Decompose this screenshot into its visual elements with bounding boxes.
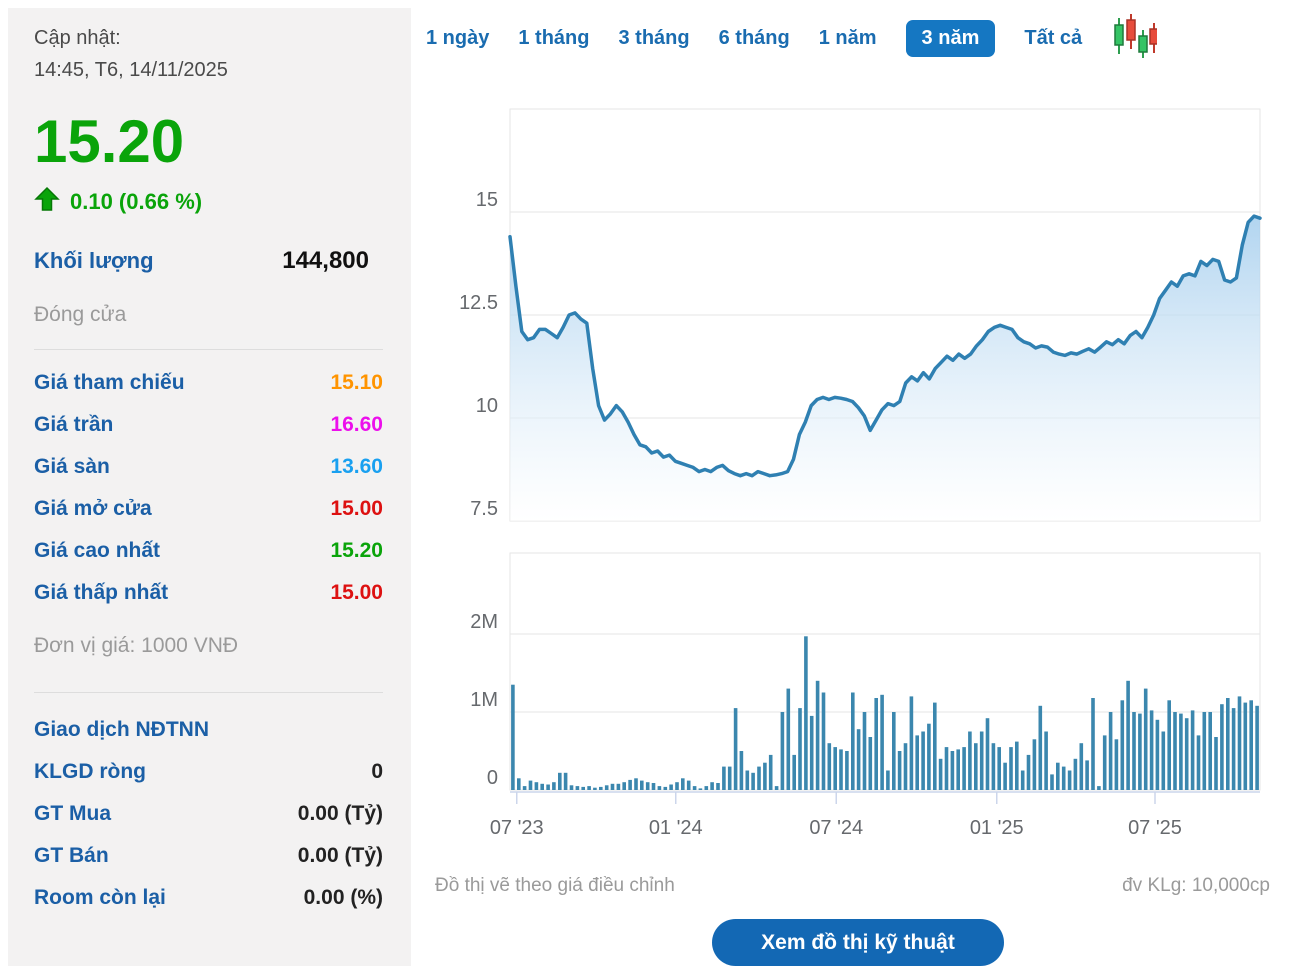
row-value: 15.10	[330, 371, 383, 394]
volume-value: 144,800	[282, 247, 369, 274]
table-row: Giá mở cửa 15.00	[34, 488, 383, 530]
tab-range-7[interactable]: Tất cả	[1024, 26, 1083, 49]
divider	[34, 349, 383, 350]
current-price: 15.20	[34, 108, 185, 175]
tab-range-3[interactable]: 3 tháng	[618, 26, 690, 49]
row-value: 15.20	[330, 539, 383, 562]
row-value: 16.60	[330, 413, 383, 436]
tab-range-6[interactable]: 3 năm	[905, 19, 996, 57]
row-label: Giá thấp nhất	[34, 581, 169, 604]
technical-chart-button[interactable]: Xem đồ thị kỹ thuật	[712, 919, 1004, 966]
xaxis-tick-label: 07 '24	[809, 817, 863, 839]
price-change-value: 0.10 (0.66 %)	[70, 188, 203, 214]
volume-ytick-label: 0	[487, 767, 498, 789]
row-value: 15.00	[330, 581, 383, 604]
candlestick-chart-icon[interactable]	[1113, 13, 1159, 64]
time-range-tabs: 1 ngày 1 tháng 3 tháng 6 tháng 1 năm 3 năm Tất…	[426, 19, 1083, 57]
xaxis-tick-label: 07 '23	[490, 817, 544, 839]
price-ytick-label: 15	[476, 189, 498, 211]
close-state-label: Đóng cửa	[34, 303, 127, 326]
tab-range-1[interactable]: 1 ngày	[426, 26, 490, 49]
tab-range-4[interactable]: 6 tháng	[718, 26, 790, 49]
time-range-tabbar: 1 ngày 1 tháng 3 tháng 6 tháng 1 năm 3 năm Tất…	[426, 13, 1159, 64]
update-label: Cập nhật:	[34, 27, 121, 49]
xaxis-tick-label: 01 '25	[970, 817, 1024, 839]
table-row: Giá cao nhất 15.20	[34, 530, 383, 572]
row-label: Room còn lại	[34, 886, 166, 909]
row-label: Giá sàn	[34, 455, 110, 478]
table-row: Room còn lại 0.00 (%)	[34, 877, 383, 919]
foreign-trading-title: Giao dịch NĐTNN	[34, 718, 210, 741]
adjusted-price-note: Đồ thị vẽ theo giá điều chỉnh	[435, 875, 675, 896]
row-label: Giá tham chiếu	[34, 371, 185, 394]
volume-row: Khối lượng 144,800	[34, 247, 383, 275]
update-timestamp: 14:45, T6, 14/11/2025	[34, 59, 228, 81]
table-row: Giá thấp nhất 15.00	[34, 572, 383, 614]
volume-unit-note: đv KLg: 10,000cp	[1122, 875, 1270, 896]
volume-label: Khối lượng	[34, 248, 154, 273]
row-label: GT Bán	[34, 844, 109, 867]
divider	[34, 692, 383, 693]
row-label: GT Mua	[34, 802, 111, 825]
row-value: 15.00	[330, 497, 383, 520]
row-value: 0.00 (Tỷ)	[297, 844, 383, 867]
price-change-row: 0.10 (0.66 %)	[34, 186, 383, 217]
stock-summary-panel: Cập nhật: 14:45, T6, 14/11/2025 15.20 0.…	[8, 8, 411, 966]
xaxis-tick-label: 01 '24	[649, 817, 703, 839]
table-row: Giá sàn 13.60	[34, 446, 383, 488]
price-ytick-label: 10	[476, 395, 498, 417]
table-row: GT Bán 0.00 (Tỷ)	[34, 835, 383, 877]
xaxis-tick-label: 07 '25	[1128, 817, 1182, 839]
row-label: KLGD ròng	[34, 760, 146, 783]
row-label: Giá cao nhất	[34, 539, 161, 562]
price-volume-chart[interactable]: 7.5 10 12.5 15 0 1M 2M 07 '23 01 '24 07 '24 01 '25…	[430, 80, 1296, 855]
row-value: 13.60	[330, 455, 383, 478]
row-label: Giá trần	[34, 413, 114, 436]
table-row: Giá trần 16.60	[34, 404, 383, 446]
table-row: Giá tham chiếu 15.10	[34, 362, 383, 404]
tab-range-5[interactable]: 1 năm	[818, 26, 877, 49]
volume-ytick-label: 1M	[470, 689, 498, 711]
volume-ytick-label: 2M	[470, 611, 498, 633]
table-row: KLGD ròng 0	[34, 751, 383, 793]
price-unit-note: Đơn vị giá: 1000 VNĐ	[34, 634, 239, 657]
row-value: 0	[371, 760, 383, 783]
price-info-table: Giá tham chiếu 15.10 Giá trần 16.60 Giá sàn 1…	[34, 362, 383, 614]
row-value: 0.00 (%)	[303, 886, 383, 909]
up-arrow-icon	[34, 186, 60, 217]
price-ytick-label: 7.5	[470, 498, 498, 520]
table-row: GT Mua 0.00 (Tỷ)	[34, 793, 383, 835]
row-label: Giá mở cửa	[34, 497, 152, 520]
foreign-trading-table: KLGD ròng 0 GT Mua 0.00 (Tỷ) GT Bán 0.00 (Tỷ)…	[34, 751, 383, 919]
row-value: 0.00 (Tỷ)	[297, 802, 383, 825]
tab-range-2[interactable]: 1 tháng	[518, 26, 590, 49]
price-ytick-label: 12.5	[459, 292, 498, 314]
